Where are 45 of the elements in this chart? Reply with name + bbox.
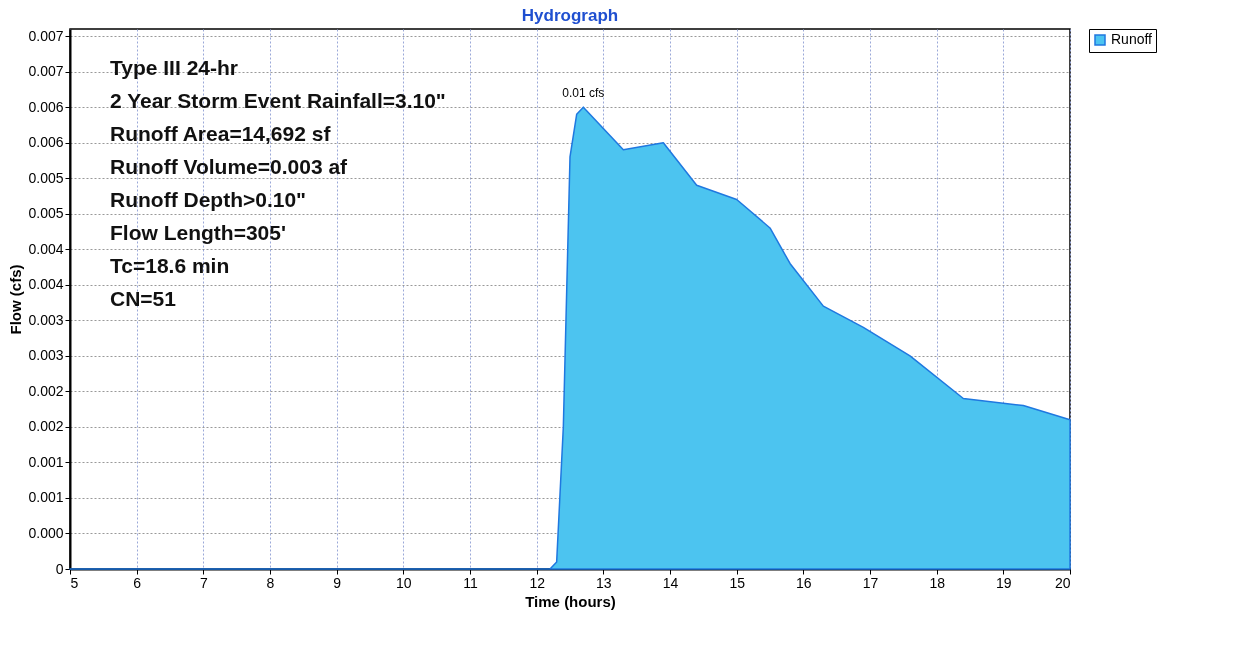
annotation: Type III 24-hr [110, 56, 238, 79]
x-tick-label: 8 [266, 574, 275, 591]
x-tick-label: 18 [929, 574, 946, 591]
x-tick-label: 11 [463, 574, 478, 591]
annotation: CN=51 [110, 287, 177, 310]
y-axis-title: Flow (cfs) [7, 264, 25, 335]
annotation: Flow Length=305' [110, 221, 286, 244]
y-tick-label: 0.005 [28, 205, 64, 222]
y-tick-label: 0.002 [28, 418, 64, 435]
x-tick-label: 14 [662, 574, 679, 591]
x-tick-label: 9 [333, 574, 342, 591]
y-tick-label: 0.005 [28, 169, 64, 186]
y-tick-label: 0.007 [28, 63, 64, 80]
x-tick-label: 17 [862, 574, 879, 591]
x-axis-title: Time (hours) [525, 592, 616, 610]
x-tick-label: 7 [199, 574, 208, 591]
legend-label: Runoff [1111, 31, 1153, 47]
x-tick-label: 19 [996, 574, 1012, 591]
y-tick-label: 0.006 [28, 134, 64, 151]
y-tick-label: 0.004 [28, 276, 64, 293]
y-tick-label: 0.001 [28, 489, 64, 506]
annotation: 2 Year Storm Event Rainfall=3.10" [110, 89, 446, 112]
annotation: Runoff Volume=0.003 af [110, 155, 349, 178]
x-tick-label: 5 [70, 574, 79, 591]
y-tick-label: 0.003 [28, 347, 64, 364]
y-tick-label: 0.003 [28, 311, 64, 328]
y-tick-label: 0.001 [28, 453, 64, 470]
y-tick-label: 0 [55, 560, 64, 577]
chart-title: Hydrograph [521, 5, 619, 25]
annotation: Runoff Area=14,692 sf [110, 122, 332, 145]
x-tick-label: 10 [396, 574, 412, 591]
x-tick-label: 15 [729, 574, 746, 591]
x-tick-label: 16 [796, 574, 812, 591]
y-tick-label: 0.004 [28, 240, 64, 257]
y-tick-label: 0.002 [28, 382, 64, 399]
annotation: Runoff Depth>0.10" [110, 188, 307, 211]
x-tick-label: 12 [529, 574, 546, 591]
y-tick-label: 0.006 [28, 98, 64, 115]
x-tick-label: 20 [1054, 574, 1071, 591]
y-tick-label: 0.007 [28, 27, 64, 44]
annotation: 0.01 cfs [562, 86, 605, 101]
x-tick-label: 6 [133, 574, 142, 591]
x-tick-label: 13 [596, 574, 612, 591]
annotation: Tc=18.6 min [110, 254, 230, 277]
y-tick-label: 0.000 [28, 524, 64, 541]
